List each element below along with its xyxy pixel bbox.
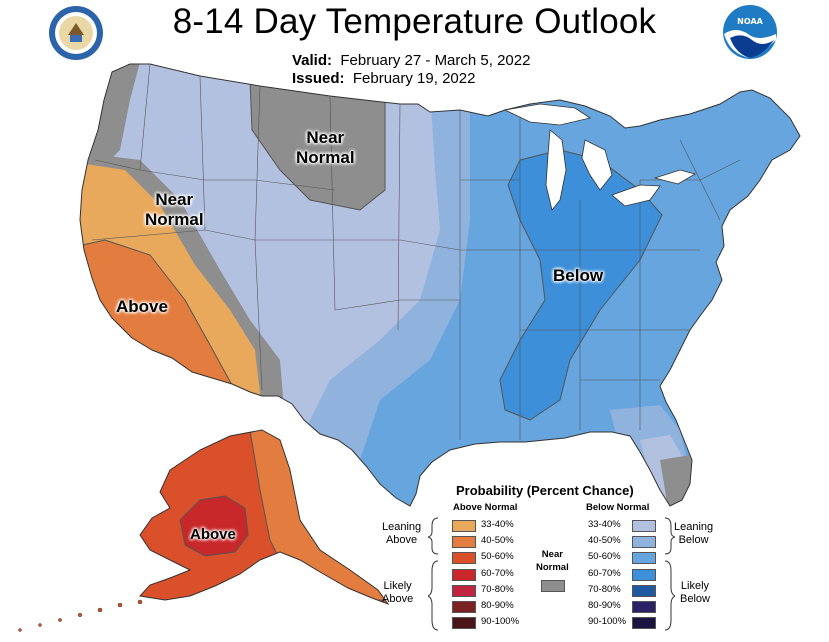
- legend-below-label: 80-90%: [588, 600, 621, 611]
- legend-below-swatch: [632, 552, 656, 565]
- legend-below-swatch: [632, 520, 656, 532]
- legend-below-label: 40-50%: [588, 535, 621, 547]
- legend-above-swatch: [452, 536, 476, 549]
- legend-below-swatch: [632, 601, 656, 613]
- legend-below-header: Below Normal: [586, 502, 650, 513]
- legend-left-braces: [428, 517, 439, 631]
- legend-leaning-below: Leaning Below: [674, 521, 714, 546]
- legend-above-label: 40-50%: [481, 535, 514, 547]
- legend-above-header: Above Normal: [453, 502, 518, 513]
- commerce-seal-icon: [48, 5, 104, 61]
- valid-line: Valid: February 27 - March 5, 2022: [292, 52, 530, 69]
- legend-above-label: 33-40%: [481, 519, 514, 530]
- legend-below-label: 50-60%: [588, 551, 621, 563]
- svg-text:NOAA: NOAA: [737, 17, 763, 26]
- legend-above-swatch: [452, 601, 476, 613]
- legend-above-swatch: [452, 520, 476, 532]
- noaa-logo-icon: NOAA: [722, 4, 778, 60]
- issued-value: February 19, 2022: [352, 70, 476, 87]
- legend-below-swatch: [632, 617, 656, 630]
- legend-near-normal-swatch: [541, 580, 565, 592]
- legend-below-label: 33-40%: [588, 519, 621, 530]
- label-above-west: Above: [116, 297, 168, 316]
- page-title: 8-14 Day Temperature Outlook: [172, 2, 657, 41]
- legend-above-swatch: [452, 584, 476, 597]
- legend-above-label: 80-90%: [481, 600, 514, 611]
- legend-below-label: 70-80%: [588, 583, 621, 595]
- valid-value: February 27 - March 5, 2022: [340, 52, 531, 69]
- legend-leaning-above: Leaning Above: [382, 521, 422, 546]
- legend-above-swatch: [452, 552, 476, 565]
- legend-likely-above: Likely Above: [382, 580, 414, 605]
- legend-below-label: 60-70%: [588, 567, 621, 579]
- legend-below-swatch: [632, 584, 656, 597]
- legend-above-label: 90-100%: [481, 616, 520, 628]
- legend-above-label: 70-80%: [481, 583, 514, 595]
- legend-above-swatch: [452, 568, 476, 581]
- valid-label: Valid:: [292, 52, 333, 69]
- label-below-east: Below: [553, 266, 604, 285]
- legend-above-label: 50-60%: [481, 551, 514, 563]
- issued-line: Issued: February 19, 2022: [292, 70, 475, 87]
- legend-below-swatch: [632, 568, 656, 581]
- label-near-normal-west: Near Normal: [145, 190, 204, 229]
- legend-below-label: 90-100%: [588, 616, 627, 628]
- legend-above-label: 60-70%: [481, 567, 514, 579]
- label-above-alaska: Above: [190, 526, 236, 543]
- legend-likely-below: Likely Below: [680, 580, 710, 605]
- label-near-normal-north: Near Normal: [296, 128, 355, 167]
- legend-above-swatch: [452, 617, 476, 630]
- legend-near-normal-label: Near Normal: [536, 549, 569, 573]
- legend-right-braces: [664, 517, 675, 631]
- legend-below-swatch: [632, 536, 656, 549]
- legend-title: Probability (Percent Chance): [456, 483, 634, 498]
- issued-label: Issued:: [292, 70, 345, 87]
